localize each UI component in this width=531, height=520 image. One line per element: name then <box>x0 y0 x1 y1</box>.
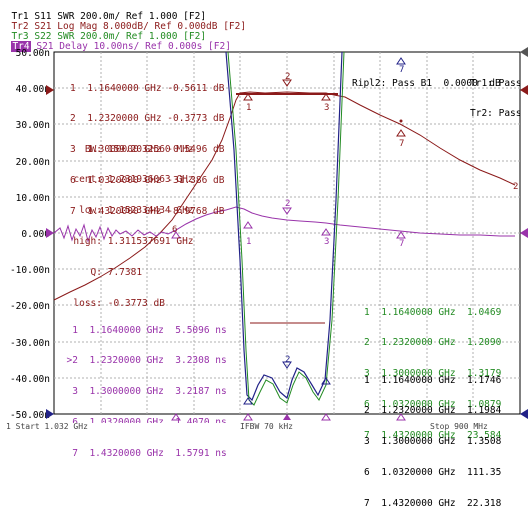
y-tick-label: -20.00n <box>9 301 50 312</box>
tr2-marker-glyphs <box>243 79 406 137</box>
svg-text:2: 2 <box>285 72 290 82</box>
marker-row: 2 1.2320000 GHz 1.1984 <box>364 405 502 417</box>
bw-row: low: 1.152334434 GHz <box>79 205 194 217</box>
bw-row: cent: 1.231936063 GHz <box>73 174 194 186</box>
marker-row: 1 1.1640000 GHz -0.5611 dB <box>70 82 225 94</box>
marker-table-tr2: 1 1.1640000 GHz -0.5611 dB 2 1.2320000 G… <box>70 63 224 228</box>
tr4-marker-glyphs <box>171 207 406 239</box>
marker-row: 3 1.3000000 GHz -0.5496 dB <box>70 144 225 156</box>
ref-arrow-tr1-left[interactable] <box>46 409 54 419</box>
y-tick-label: -10.00n <box>9 265 50 276</box>
status-footer: 1 Start 1.032 GHz IFBW 70 kHz Stop 900 M… <box>0 422 531 431</box>
marker-row: 1 1.1640000 GHz 5.5096 ns <box>72 324 227 336</box>
limit-status: Tr1: Pass Tr2: Pass <box>470 77 522 120</box>
y-tick-label: -50.00n <box>9 410 50 421</box>
y-tick-label: 20.00n <box>15 157 50 168</box>
svg-text:7: 7 <box>399 65 404 75</box>
marker-row: 7 1.4320000 GHz -8.9768 dB <box>70 206 225 218</box>
marker-row: 3 1.3000000 GHz 1.3508 <box>364 436 502 448</box>
bw-row: BW: 159.2032560 MHz <box>84 143 194 155</box>
y-tick-label: -30.00n <box>9 338 50 349</box>
trace-label-tr3: Tr3 <box>11 31 29 42</box>
y-tick-label: 0.000 <box>21 229 50 240</box>
bw-row: loss: -0.3773 dB <box>73 298 165 310</box>
y-tick-label: 50.00n <box>15 48 50 59</box>
y-tick-label: -40.00n <box>9 374 50 385</box>
tr2-marker-numbers: 1 2 3 7 6 <box>172 72 404 235</box>
trace-end-label: 2 <box>513 182 518 192</box>
footer-stop: Stop 900 MHz <box>430 422 488 431</box>
marker-row: 2 1.2320000 GHz -0.3773 dB <box>70 113 225 125</box>
tr1-marker-glyphs <box>243 57 406 405</box>
ref-arrow-tr2-left[interactable] <box>46 85 54 95</box>
marker-row: 7 1.4320000 GHz 22.318 <box>364 498 502 510</box>
svg-text:7: 7 <box>399 239 404 249</box>
trace-header-tr1[interactable]: Tr1 S11 SWR 200.0m/ Ref 1.000 [F2] <box>11 11 207 22</box>
marker-row: 6 1.0320000 GHz 1.0879 <box>364 399 502 411</box>
marker-table-tr1: 1 1.1640000 GHz 1.1746 2 1.2320000 GHz 1… <box>364 355 501 520</box>
trace-tr4-line <box>53 206 515 243</box>
trace-tr1-line <box>225 51 343 402</box>
y-tick-label: 30.00n <box>15 120 50 131</box>
tr4-marker-numbers: 1 2 3 7 <box>246 199 404 249</box>
marker-row: 7 1.4320000 GHz 1.5791 ns <box>72 448 227 460</box>
svg-text:1: 1 <box>246 237 251 247</box>
footer-ifbw: IFBW 70 kHz <box>240 422 293 431</box>
trace-label-tr4-active: Tr4 <box>11 41 31 52</box>
ref-arrow-tr1-right[interactable] <box>520 409 528 419</box>
svg-text:2: 2 <box>285 355 290 365</box>
svg-text:7: 7 <box>399 139 404 149</box>
marker-row: >2 1.2320000 GHz 3.2308 ns <box>66 355 227 367</box>
marker-row: 3 1.3000000 GHz 3.2187 ns <box>72 386 227 398</box>
marker-row: 6 1.0320000 GHz 1.4070 ns <box>62 417 226 428</box>
footer-start: 1 Start 1.032 GHz <box>6 422 88 431</box>
ref-arrow-tr2-right[interactable] <box>520 85 528 95</box>
marker-row: 3 1.3000000 GHz 1.3179 <box>364 368 502 380</box>
y-tick-label: 10.00n <box>15 193 50 204</box>
svg-text:6: 6 <box>172 225 177 235</box>
marker-row: 6 1.0320000 GHz 111.35 <box>364 467 502 479</box>
svg-text:3: 3 <box>324 103 329 113</box>
bandwidth-stats: BW: 159.2032560 MHz cent: 1.231936063 GH… <box>62 124 194 320</box>
svg-text:3: 3 <box>324 237 329 247</box>
ref-arrow-top-right[interactable] <box>520 47 528 57</box>
bw-row: high: 1.311537691 GHz <box>73 236 194 248</box>
trace-tr3-line <box>227 51 345 406</box>
marker-row: 6 1.0320000 GHz -31.386 dB <box>70 175 225 187</box>
marker-dot <box>399 119 403 123</box>
svg-text:2: 2 <box>285 199 290 209</box>
grid <box>54 52 520 414</box>
trace-header-tr2[interactable]: Tr2 S21 Log Mag 8.000dB/ Ref 0.000dB [F2… <box>11 21 247 32</box>
marker-row: 2 1.2320000 GHz 1.2090 <box>364 337 502 349</box>
ref-arrow-tr4-right[interactable] <box>520 228 528 238</box>
ref-arrow-tr4-left[interactable] <box>46 228 54 238</box>
trace-header-tr4[interactable]: Tr4 S21 Delay 10.00ns/ Ref 0.000s [F2] <box>11 41 231 52</box>
svg-text:1: 1 <box>246 103 251 113</box>
tr1-marker-numbers: 72 <box>285 65 404 365</box>
trace-label-tr1: Tr1 <box>11 11 29 22</box>
marker-row: 1 1.1640000 GHz 1.1746 <box>364 374 502 386</box>
y-tick-label: 40.00n <box>15 84 50 95</box>
trace-header-tr3[interactable]: Tr3 S22 SWR 200.0m/ Ref 1.000 [F2] <box>11 31 207 42</box>
bw-row: Q: 7.7381 <box>90 267 143 279</box>
bottom-marker-row <box>171 413 406 421</box>
ripple-status: Ripl2: Pass B1 0.0000 dB <box>352 78 501 89</box>
marker-row: 1 1.1640000 GHz 1.0469 <box>364 306 502 318</box>
marker-table-tr4: 1 1.1640000 GHz 5.5096 ns >2 1.2320000 G… <box>62 305 227 470</box>
trace-label-tr2: Tr2 <box>11 21 29 32</box>
